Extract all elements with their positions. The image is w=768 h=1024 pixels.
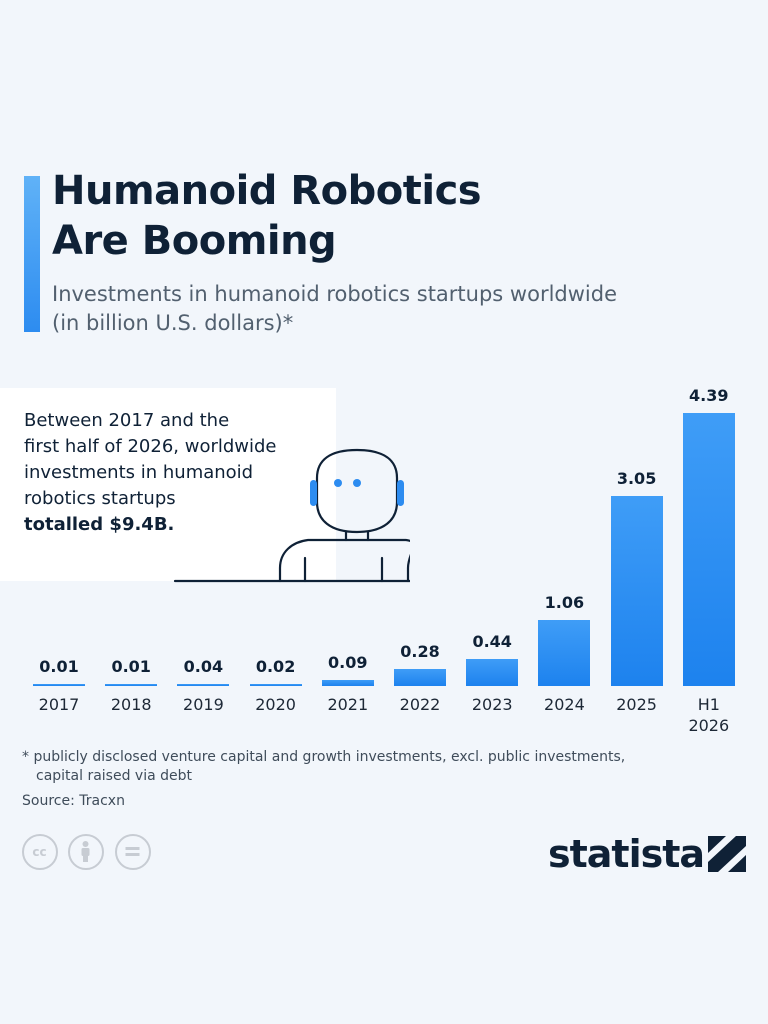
bar-2020 bbox=[249, 684, 302, 686]
x-tick-label-part: 2017 bbox=[38, 695, 80, 714]
bar-2025 bbox=[610, 496, 663, 686]
bar-2021 bbox=[321, 680, 374, 686]
chart-title: Humanoid Robotics Are Booming bbox=[52, 166, 742, 266]
callout-line: first half of 2026, worldwide bbox=[24, 436, 277, 457]
x-tick-label: 2019 bbox=[167, 694, 239, 715]
bar-value-label: 1.06 bbox=[544, 593, 585, 613]
x-tick-label-part: 2024 bbox=[544, 695, 585, 714]
chart-subtitle: Investments in humanoid robotics startup… bbox=[52, 280, 742, 338]
robot-eye-left bbox=[334, 479, 342, 487]
callout-text: Between 2017 and the first half of 2026,… bbox=[24, 408, 324, 538]
callout-line: investments in humanoid bbox=[24, 462, 254, 483]
robot-illustration bbox=[173, 448, 410, 583]
footnote-line: capital raised via debt bbox=[36, 768, 193, 784]
svg-text:cc: cc bbox=[32, 845, 46, 859]
chart-title-line: Humanoid Robotics bbox=[52, 168, 482, 214]
x-tick-label-part: 2025 bbox=[616, 695, 657, 714]
chart-subtitle-line: (in billion U.S. dollars)* bbox=[52, 311, 294, 335]
chart-title-line: Are Booming bbox=[52, 218, 337, 264]
cc-icon[interactable]: cc bbox=[22, 834, 58, 870]
x-tick-label: 2017 bbox=[23, 694, 95, 715]
x-tick-label: 2021 bbox=[312, 694, 384, 715]
x-tick-label: 2018 bbox=[95, 694, 167, 715]
x-tick-label: 2020 bbox=[240, 694, 312, 715]
bar-2017 bbox=[33, 684, 85, 686]
robot-eye-right bbox=[353, 479, 361, 487]
footnote: * publicly disclosed venture capital and… bbox=[22, 748, 722, 786]
bar-value-label: 0.02 bbox=[255, 657, 296, 676]
bar-value-label: 0.01 bbox=[111, 657, 151, 676]
x-tick-label: H1 2026 bbox=[673, 694, 745, 736]
callout-line: Between 2017 and the bbox=[24, 410, 230, 431]
x-tick-label: 2023 bbox=[456, 694, 528, 715]
bar-value-label: 0.28 bbox=[400, 641, 440, 661]
x-tick-label-part: 2021 bbox=[327, 695, 369, 714]
bar-value-label: 0.44 bbox=[472, 631, 512, 651]
statista-mark-icon bbox=[708, 836, 746, 872]
bar-2023 bbox=[466, 658, 519, 686]
footnote-line: * publicly disclosed venture capital and… bbox=[22, 749, 626, 765]
x-tick-label-part: 2020 bbox=[255, 695, 296, 714]
x-tick-label-part: 2022 bbox=[399, 695, 441, 714]
x-tick-label-part: 2019 bbox=[183, 695, 224, 714]
bar-value-label: 4.39 bbox=[689, 386, 729, 405]
callout-box bbox=[0, 388, 336, 581]
bar-h1-2026 bbox=[682, 413, 735, 686]
robot-ear-right bbox=[397, 480, 404, 506]
source-note: Source: Tracxn bbox=[22, 793, 125, 809]
callout-highlight: totalled $9.4B. bbox=[24, 514, 175, 535]
bar-value-label: 0.09 bbox=[328, 653, 368, 673]
bar-value-label: 3.05 bbox=[616, 469, 657, 489]
robot-ear-left bbox=[310, 480, 317, 506]
x-tick-label-part: H1 bbox=[697, 695, 720, 714]
x-tick-label-part: 2023 bbox=[471, 695, 513, 714]
robot-head bbox=[315, 448, 399, 534]
x-tick-label-part: 2018 bbox=[110, 695, 152, 714]
robot-neck bbox=[344, 530, 370, 542]
bar-value-label: 0.04 bbox=[183, 656, 224, 676]
brand-name: statista bbox=[548, 832, 705, 876]
bar-value-label: 0.01 bbox=[39, 657, 79, 676]
attribution-icon[interactable] bbox=[68, 834, 104, 870]
x-tick-label: 2022 bbox=[384, 694, 456, 715]
x-tick-label-part: 2026 bbox=[688, 716, 730, 735]
robot-torso bbox=[278, 538, 410, 583]
bar-2018 bbox=[105, 684, 158, 686]
bar-2022 bbox=[394, 668, 446, 686]
title-accent-bar bbox=[24, 176, 40, 332]
chart-subtitle-line: Investments in humanoid robotics startup… bbox=[52, 282, 618, 306]
x-tick-label: 2024 bbox=[528, 694, 600, 715]
x-tick-label: 2025 bbox=[601, 694, 673, 715]
bar-2019 bbox=[177, 683, 230, 686]
no-derivatives-icon[interactable] bbox=[115, 834, 151, 870]
bar-2024 bbox=[538, 620, 591, 686]
callout-line: robotics startups bbox=[24, 488, 176, 509]
